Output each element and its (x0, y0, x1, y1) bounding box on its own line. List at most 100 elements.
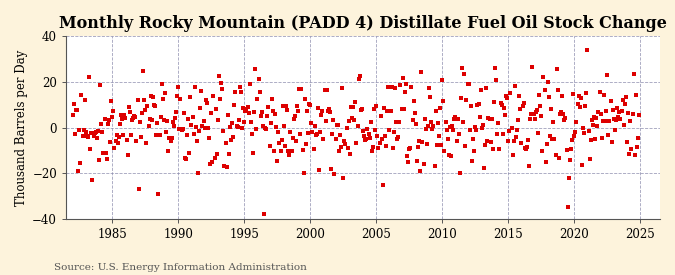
Point (272, 158, 283, 163)
Point (456, 66, 467, 70)
Point (95, 83, 105, 87)
Point (348, 104, 358, 109)
Point (96, 122, 107, 126)
Point (207, 160, 218, 164)
Point (426, 120, 437, 125)
Point (404, 147, 414, 151)
Point (178, 111, 189, 116)
Point (522, 138, 533, 142)
Point (215, 97, 225, 101)
Point (462, 81, 473, 86)
Point (534, 92, 545, 97)
Point (197, 123, 208, 128)
Point (136, 135, 146, 139)
Point (75, 161, 86, 166)
Point (288, 136, 298, 140)
Point (406, 85, 417, 89)
Text: Source: U.S. Energy Information Administration: Source: U.S. Energy Information Administ… (54, 263, 307, 272)
Point (232, 125, 243, 129)
Point (335, 145, 346, 149)
Point (632, 136, 643, 140)
Point (316, 113, 327, 117)
Point (409, 111, 420, 116)
Point (252, 97, 263, 102)
Point (425, 95, 435, 99)
Point (308, 147, 319, 151)
Point (335, 133, 346, 137)
Point (585, 138, 596, 142)
Point (251, 127, 262, 131)
Point (438, 99, 449, 103)
Point (190, 125, 201, 130)
Point (119, 113, 130, 117)
Point (615, 117, 626, 121)
Point (192, 171, 203, 175)
Point (213, 117, 223, 122)
Point (505, 91, 516, 95)
Point (269, 112, 280, 117)
Point (295, 132, 306, 137)
Point (538, 75, 549, 79)
Point (516, 141, 526, 145)
Point (569, 134, 580, 138)
Point (128, 116, 138, 120)
Point (68, 112, 78, 117)
Point (164, 136, 175, 141)
Point (513, 117, 524, 122)
Point (628, 72, 639, 76)
Point (271, 125, 281, 129)
Point (415, 169, 426, 173)
Point (261, 127, 271, 131)
Point (445, 125, 456, 130)
Point (236, 90, 246, 94)
Point (393, 135, 404, 139)
Point (573, 94, 584, 98)
Point (292, 104, 302, 108)
Point (298, 170, 309, 175)
Point (82, 134, 92, 138)
Point (305, 102, 316, 107)
Title: Monthly Rocky Mountain (PADD 4) Distillate Fuel Oil Stock Change: Monthly Rocky Mountain (PADD 4) Distilla… (59, 15, 667, 32)
Point (531, 109, 541, 114)
Point (429, 163, 440, 168)
Point (73, 169, 84, 174)
Point (290, 114, 300, 118)
Point (560, 116, 571, 120)
Point (590, 137, 601, 142)
Point (103, 118, 114, 123)
Point (548, 120, 559, 124)
Point (279, 144, 290, 148)
Point (163, 149, 173, 153)
Point (178, 126, 188, 131)
Point (338, 175, 348, 180)
Point (229, 103, 240, 107)
Point (140, 107, 151, 112)
Point (458, 120, 468, 124)
Point (103, 122, 113, 126)
Point (159, 118, 169, 122)
Point (510, 84, 520, 88)
Point (237, 125, 248, 130)
Point (564, 158, 575, 162)
Point (225, 138, 236, 142)
Point (547, 137, 558, 141)
Point (377, 182, 388, 187)
Point (496, 102, 507, 107)
Point (374, 141, 385, 145)
Point (131, 139, 142, 144)
Point (101, 157, 112, 161)
Point (242, 105, 253, 109)
Point (186, 123, 197, 128)
Point (531, 108, 542, 112)
Point (492, 132, 503, 136)
Point (219, 164, 230, 168)
Point (508, 139, 519, 143)
Point (323, 107, 334, 111)
Point (121, 138, 132, 142)
Point (363, 131, 374, 136)
Point (319, 88, 330, 92)
Point (535, 103, 545, 108)
Point (608, 108, 618, 112)
Point (259, 212, 269, 216)
Point (154, 133, 165, 137)
